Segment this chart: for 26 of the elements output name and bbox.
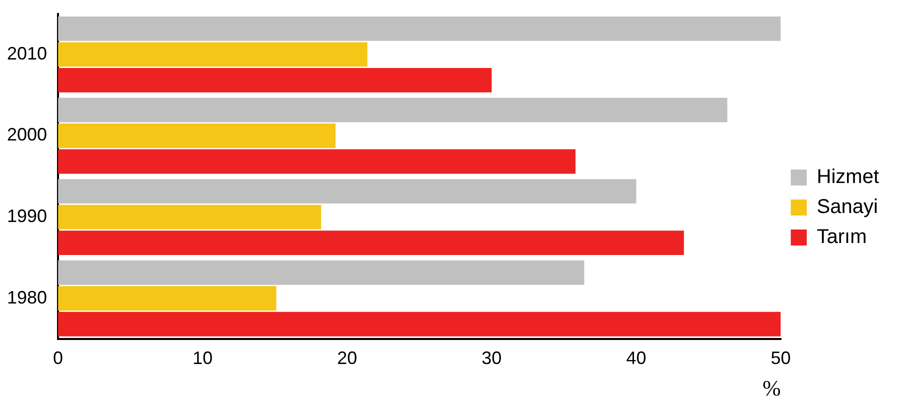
bar bbox=[58, 68, 492, 92]
bar bbox=[58, 286, 276, 311]
x-axis-title: % bbox=[762, 376, 781, 401]
bar bbox=[58, 124, 336, 148]
legend-label: Tarım bbox=[816, 226, 867, 248]
bar bbox=[58, 179, 636, 204]
y-tick-label: 2000 bbox=[6, 124, 48, 145]
bar bbox=[58, 98, 728, 122]
x-tick-label: 40 bbox=[626, 348, 646, 368]
bar bbox=[58, 230, 684, 256]
y-tick-label: 1980 bbox=[6, 287, 48, 308]
x-tick-label: 20 bbox=[337, 348, 358, 368]
x-tick-label: 30 bbox=[482, 348, 502, 368]
legend-label: Sanayi bbox=[816, 196, 878, 218]
bar bbox=[58, 204, 322, 230]
bar bbox=[58, 312, 781, 336]
y-tick-label: 1990 bbox=[6, 206, 48, 226]
x-tick-label: 10 bbox=[192, 348, 213, 368]
bar bbox=[58, 16, 781, 41]
y-tick-label: 2010 bbox=[6, 43, 48, 64]
x-tick-label: 50 bbox=[770, 348, 791, 368]
bar bbox=[58, 149, 576, 174]
bar bbox=[58, 260, 584, 285]
legend-label: Hizmet bbox=[816, 166, 880, 188]
x-tick-label: 0 bbox=[53, 348, 64, 368]
bar bbox=[58, 42, 368, 67]
